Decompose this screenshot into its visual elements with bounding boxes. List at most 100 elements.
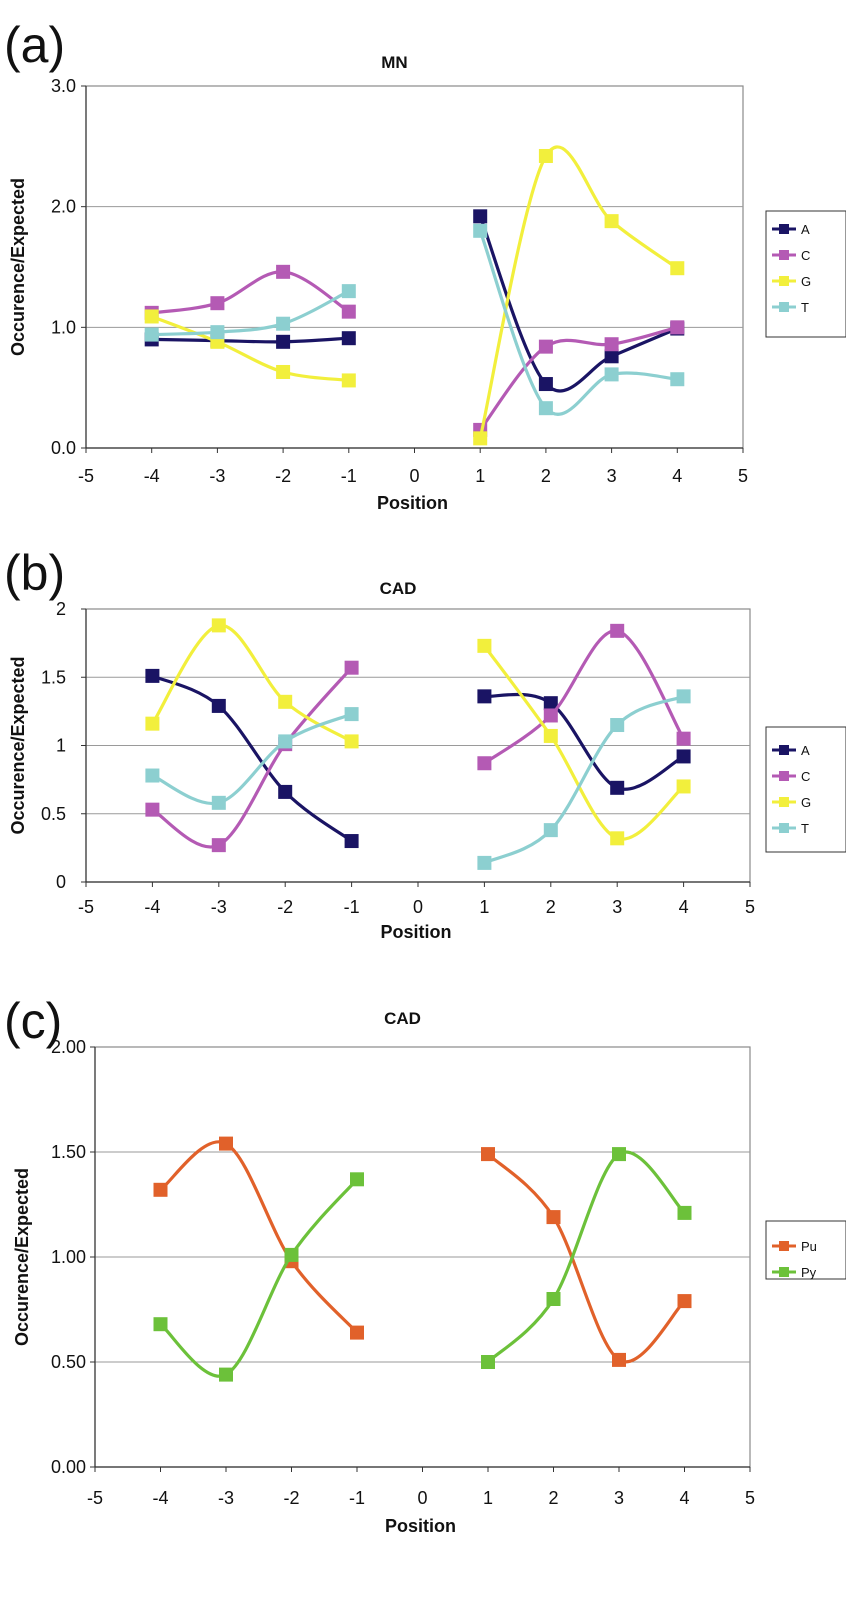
data-point-A bbox=[610, 780, 625, 795]
y-axis-label: Occurence/Expected bbox=[8, 656, 28, 834]
x-tick-label: 0 bbox=[409, 466, 419, 486]
series-line-G bbox=[478, 145, 679, 440]
legend-swatch-marker bbox=[779, 276, 789, 286]
y-tick-label: 2 bbox=[56, 599, 66, 619]
series-line-G bbox=[150, 314, 351, 382]
y-tick-label: 2.00 bbox=[51, 1037, 86, 1057]
x-tick-label: -2 bbox=[283, 1488, 299, 1508]
legend-label: C bbox=[801, 248, 810, 263]
series-line-Py bbox=[158, 1177, 359, 1378]
y-tick-label: 0.50 bbox=[51, 1352, 86, 1372]
legend-swatch-marker bbox=[779, 1241, 789, 1251]
data-point-A bbox=[145, 668, 160, 683]
x-tick-label: 3 bbox=[607, 466, 617, 486]
data-point-C bbox=[610, 623, 625, 638]
x-tick-label: 1 bbox=[483, 1488, 493, 1508]
y-tick-label: 0 bbox=[56, 872, 66, 892]
data-point-A bbox=[604, 349, 619, 364]
data-point-Py bbox=[612, 1147, 626, 1162]
panel-letter: (b) bbox=[4, 545, 65, 601]
x-axis-label: Position bbox=[381, 922, 452, 942]
data-point-T bbox=[477, 855, 492, 870]
legend-label: T bbox=[801, 300, 809, 315]
data-point-Pu bbox=[350, 1325, 364, 1340]
x-tick-label: 5 bbox=[745, 897, 755, 917]
data-point-T bbox=[211, 795, 226, 810]
x-tick-label: -1 bbox=[349, 1488, 365, 1508]
x-tick-label: 0 bbox=[413, 897, 423, 917]
data-point-C bbox=[543, 708, 558, 723]
x-axis-label: Position bbox=[385, 1516, 456, 1536]
data-point-A bbox=[538, 377, 553, 392]
series-line-T bbox=[150, 712, 354, 806]
x-axis-label: Position bbox=[377, 493, 448, 513]
series-line-T bbox=[482, 694, 686, 865]
data-point-G bbox=[144, 309, 159, 324]
legend-label: Py bbox=[801, 1265, 817, 1280]
data-point-Pu bbox=[612, 1352, 626, 1367]
series-A bbox=[145, 668, 691, 849]
data-point-Py bbox=[350, 1172, 364, 1187]
series-G bbox=[144, 145, 685, 446]
x-tick-label: 2 bbox=[548, 1488, 558, 1508]
x-tick-label: 0 bbox=[417, 1488, 427, 1508]
data-point-T bbox=[276, 316, 291, 331]
data-point-T bbox=[210, 325, 225, 340]
data-point-Pu bbox=[546, 1210, 561, 1225]
data-point-T bbox=[344, 707, 359, 722]
data-point-G bbox=[676, 779, 691, 794]
data-point-T bbox=[676, 689, 691, 704]
x-tick-label: 2 bbox=[546, 897, 556, 917]
data-point-C bbox=[145, 802, 160, 817]
series-line-G bbox=[150, 623, 354, 743]
data-point-G bbox=[276, 364, 291, 379]
legend-label: Pu bbox=[801, 1239, 817, 1254]
y-axis-label: Occurence/Expected bbox=[12, 1168, 32, 1346]
legend-label: C bbox=[801, 769, 810, 784]
series-line-Pu bbox=[158, 1140, 359, 1335]
series-T bbox=[145, 689, 691, 870]
legend-swatch-marker bbox=[779, 771, 789, 781]
data-point-Pu bbox=[677, 1294, 692, 1309]
x-tick-label: 2 bbox=[541, 466, 551, 486]
y-tick-label: 1.5 bbox=[41, 667, 66, 687]
data-point-A bbox=[344, 834, 359, 849]
series-line-C bbox=[478, 325, 679, 432]
data-point-T bbox=[278, 734, 293, 749]
legend-label: A bbox=[801, 222, 810, 237]
data-point-G bbox=[341, 373, 356, 388]
data-point-T bbox=[473, 223, 488, 238]
x-tick-label: -2 bbox=[277, 897, 293, 917]
legend-label: T bbox=[801, 821, 809, 836]
data-point-A bbox=[676, 749, 691, 764]
series-line-C bbox=[482, 629, 686, 765]
data-point-Pu bbox=[153, 1182, 168, 1197]
data-point-Py bbox=[677, 1205, 692, 1220]
data-point-T bbox=[144, 327, 159, 342]
x-tick-label: -1 bbox=[341, 466, 357, 486]
data-point-G bbox=[145, 716, 160, 731]
data-point-A bbox=[278, 784, 293, 799]
series-line-C bbox=[150, 270, 351, 315]
data-point-C bbox=[211, 838, 226, 853]
series-line-T bbox=[478, 229, 679, 416]
y-tick-label: 1 bbox=[56, 736, 66, 756]
series-T bbox=[144, 223, 685, 416]
data-point-T bbox=[610, 718, 625, 733]
x-tick-label: -3 bbox=[209, 466, 225, 486]
y-tick-label: 1.00 bbox=[51, 1247, 86, 1267]
series-Py bbox=[153, 1147, 692, 1382]
chart-title: CAD bbox=[384, 1009, 421, 1028]
data-point-C bbox=[477, 756, 492, 771]
data-point-G bbox=[604, 214, 619, 229]
data-point-A bbox=[543, 696, 558, 711]
series-line-Pu bbox=[486, 1152, 687, 1364]
x-tick-label: -4 bbox=[144, 466, 160, 486]
series-C bbox=[144, 264, 685, 437]
series-line-C bbox=[150, 666, 354, 849]
x-tick-label: -5 bbox=[87, 1488, 103, 1508]
x-tick-label: 5 bbox=[745, 1488, 755, 1508]
